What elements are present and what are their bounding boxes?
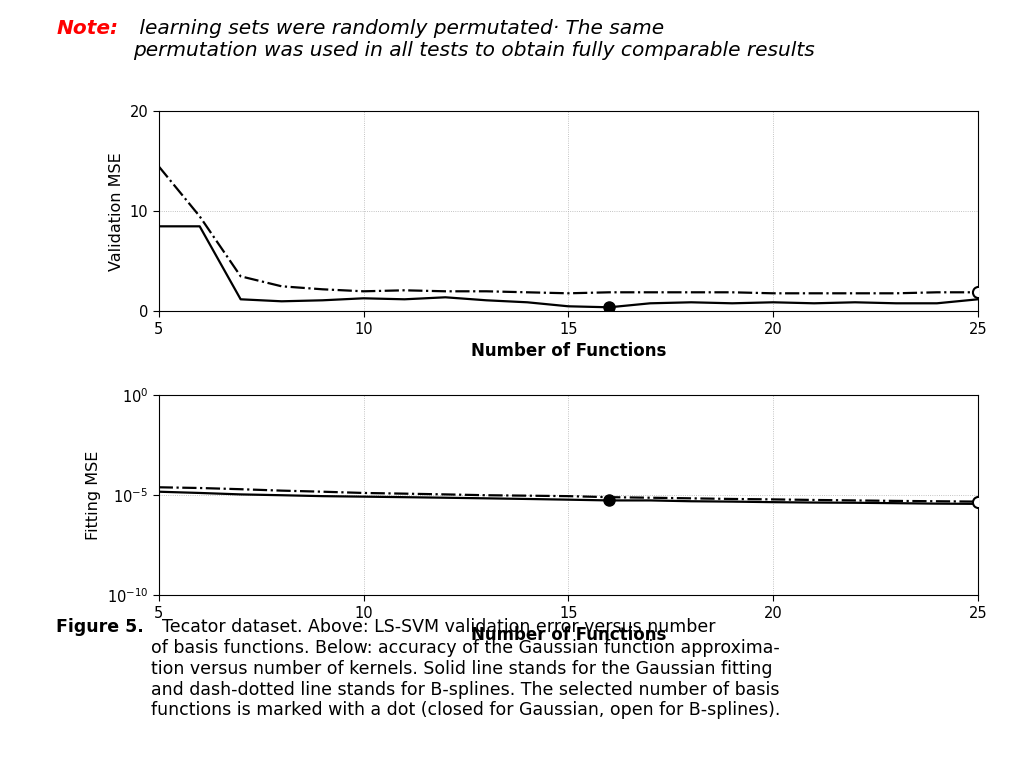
- Text: Figure 5.: Figure 5.: [56, 618, 144, 636]
- Y-axis label: Validation MSE: Validation MSE: [109, 152, 124, 270]
- Text: learning sets were randomly permutated· The same
permutation was used in all tes: learning sets were randomly permutated· …: [133, 19, 815, 60]
- Text: Tecator dataset. Above: LS-SVM validation error versus number
of basis functions: Tecator dataset. Above: LS-SVM validatio…: [151, 618, 780, 720]
- Y-axis label: Fitting MSE: Fitting MSE: [86, 451, 101, 540]
- Text: Note:: Note:: [56, 19, 119, 38]
- X-axis label: Number of Functions: Number of Functions: [471, 626, 666, 644]
- X-axis label: Number of Functions: Number of Functions: [471, 343, 666, 360]
